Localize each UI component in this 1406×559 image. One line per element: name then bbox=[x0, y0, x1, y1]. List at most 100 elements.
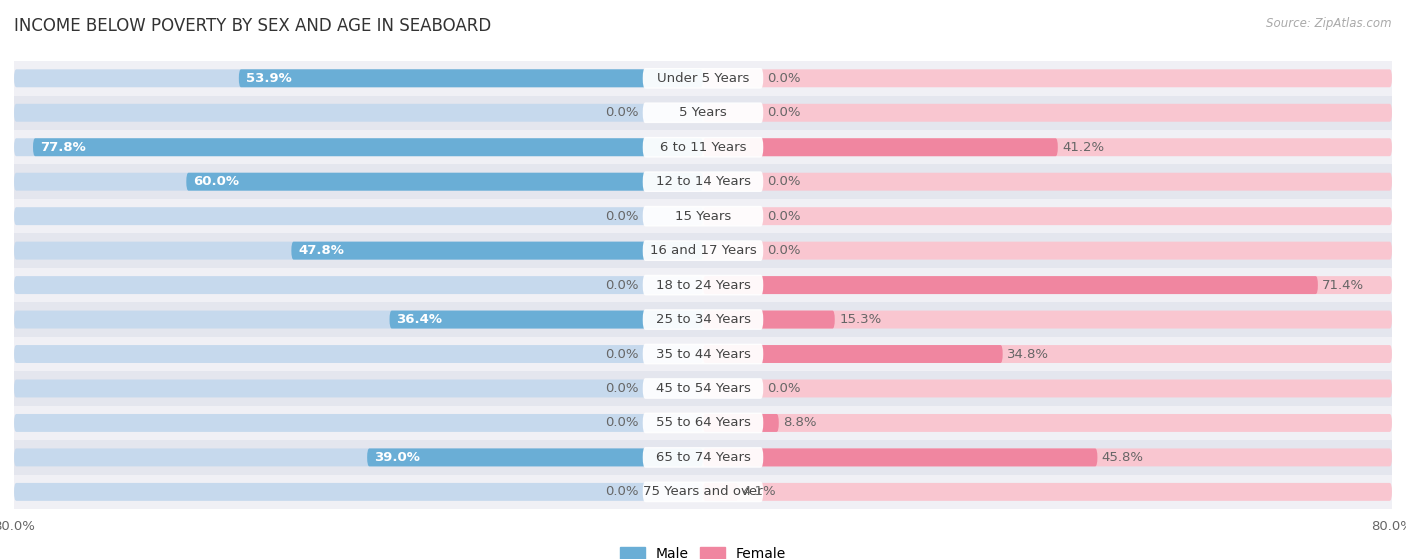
Bar bbox=[14, 164, 1392, 199]
FancyBboxPatch shape bbox=[186, 173, 703, 191]
FancyBboxPatch shape bbox=[703, 138, 1057, 156]
Bar bbox=[14, 406, 1392, 440]
Text: 0.0%: 0.0% bbox=[605, 382, 638, 395]
Text: 47.8%: 47.8% bbox=[298, 244, 344, 257]
Text: 71.4%: 71.4% bbox=[1322, 278, 1364, 292]
FancyBboxPatch shape bbox=[703, 448, 1392, 466]
FancyBboxPatch shape bbox=[239, 69, 703, 87]
Bar bbox=[14, 371, 1392, 406]
Text: 4.1%: 4.1% bbox=[742, 485, 776, 499]
Text: 60.0%: 60.0% bbox=[193, 175, 239, 188]
Text: 6 to 11 Years: 6 to 11 Years bbox=[659, 141, 747, 154]
Bar bbox=[14, 440, 1392, 475]
Bar bbox=[14, 96, 1392, 130]
FancyBboxPatch shape bbox=[14, 448, 703, 466]
FancyBboxPatch shape bbox=[14, 207, 703, 225]
FancyBboxPatch shape bbox=[703, 276, 1317, 294]
FancyBboxPatch shape bbox=[703, 345, 1392, 363]
Text: 41.2%: 41.2% bbox=[1062, 141, 1104, 154]
FancyBboxPatch shape bbox=[643, 240, 763, 261]
FancyBboxPatch shape bbox=[643, 481, 763, 502]
FancyBboxPatch shape bbox=[643, 378, 763, 399]
Text: Under 5 Years: Under 5 Years bbox=[657, 72, 749, 85]
FancyBboxPatch shape bbox=[14, 241, 703, 259]
FancyBboxPatch shape bbox=[643, 137, 763, 158]
FancyBboxPatch shape bbox=[703, 380, 1392, 397]
Text: 0.0%: 0.0% bbox=[768, 175, 801, 188]
FancyBboxPatch shape bbox=[643, 172, 763, 192]
Text: 55 to 64 Years: 55 to 64 Years bbox=[655, 416, 751, 429]
FancyBboxPatch shape bbox=[389, 311, 703, 329]
FancyBboxPatch shape bbox=[703, 311, 835, 329]
Text: 0.0%: 0.0% bbox=[605, 416, 638, 429]
Text: INCOME BELOW POVERTY BY SEX AND AGE IN SEABOARD: INCOME BELOW POVERTY BY SEX AND AGE IN S… bbox=[14, 17, 491, 35]
Bar bbox=[14, 337, 1392, 371]
Text: 34.8%: 34.8% bbox=[1007, 348, 1049, 361]
Text: 0.0%: 0.0% bbox=[768, 210, 801, 222]
Text: 75 Years and over: 75 Years and over bbox=[643, 485, 763, 499]
FancyBboxPatch shape bbox=[703, 241, 1392, 259]
FancyBboxPatch shape bbox=[643, 344, 763, 364]
Text: 12 to 14 Years: 12 to 14 Years bbox=[655, 175, 751, 188]
FancyBboxPatch shape bbox=[703, 448, 1098, 466]
FancyBboxPatch shape bbox=[14, 104, 703, 122]
FancyBboxPatch shape bbox=[14, 414, 703, 432]
Text: 18 to 24 Years: 18 to 24 Years bbox=[655, 278, 751, 292]
Text: 0.0%: 0.0% bbox=[605, 278, 638, 292]
Text: 8.8%: 8.8% bbox=[783, 416, 817, 429]
Text: 39.0%: 39.0% bbox=[374, 451, 420, 464]
FancyBboxPatch shape bbox=[643, 68, 763, 89]
FancyBboxPatch shape bbox=[703, 483, 1392, 501]
Text: 77.8%: 77.8% bbox=[39, 141, 86, 154]
FancyBboxPatch shape bbox=[703, 207, 1392, 225]
Bar bbox=[14, 199, 1392, 234]
FancyBboxPatch shape bbox=[643, 309, 763, 330]
Text: 0.0%: 0.0% bbox=[768, 72, 801, 85]
Text: 16 and 17 Years: 16 and 17 Years bbox=[650, 244, 756, 257]
FancyBboxPatch shape bbox=[643, 206, 763, 226]
Text: Source: ZipAtlas.com: Source: ZipAtlas.com bbox=[1267, 17, 1392, 30]
Bar bbox=[14, 475, 1392, 509]
Text: 65 to 74 Years: 65 to 74 Years bbox=[655, 451, 751, 464]
Text: 15 Years: 15 Years bbox=[675, 210, 731, 222]
FancyBboxPatch shape bbox=[643, 413, 763, 433]
Text: 35 to 44 Years: 35 to 44 Years bbox=[655, 348, 751, 361]
FancyBboxPatch shape bbox=[291, 241, 703, 259]
Text: 0.0%: 0.0% bbox=[768, 106, 801, 119]
FancyBboxPatch shape bbox=[703, 69, 1392, 87]
Bar bbox=[14, 130, 1392, 164]
FancyBboxPatch shape bbox=[703, 345, 1002, 363]
FancyBboxPatch shape bbox=[14, 311, 703, 329]
FancyBboxPatch shape bbox=[14, 69, 703, 87]
Text: 45.8%: 45.8% bbox=[1102, 451, 1143, 464]
Text: 0.0%: 0.0% bbox=[605, 485, 638, 499]
FancyBboxPatch shape bbox=[14, 345, 703, 363]
Text: 0.0%: 0.0% bbox=[605, 210, 638, 222]
FancyBboxPatch shape bbox=[703, 173, 1392, 191]
FancyBboxPatch shape bbox=[643, 102, 763, 123]
FancyBboxPatch shape bbox=[14, 173, 703, 191]
Bar bbox=[14, 302, 1392, 337]
FancyBboxPatch shape bbox=[32, 138, 703, 156]
Text: 45 to 54 Years: 45 to 54 Years bbox=[655, 382, 751, 395]
FancyBboxPatch shape bbox=[14, 276, 703, 294]
FancyBboxPatch shape bbox=[643, 447, 763, 468]
Text: 0.0%: 0.0% bbox=[605, 348, 638, 361]
FancyBboxPatch shape bbox=[703, 414, 1392, 432]
FancyBboxPatch shape bbox=[14, 380, 703, 397]
FancyBboxPatch shape bbox=[14, 483, 703, 501]
Text: 0.0%: 0.0% bbox=[605, 106, 638, 119]
Bar bbox=[14, 268, 1392, 302]
Legend: Male, Female: Male, Female bbox=[614, 542, 792, 559]
Text: 53.9%: 53.9% bbox=[246, 72, 291, 85]
FancyBboxPatch shape bbox=[703, 311, 1392, 329]
Text: 0.0%: 0.0% bbox=[768, 244, 801, 257]
FancyBboxPatch shape bbox=[703, 414, 779, 432]
Text: 36.4%: 36.4% bbox=[396, 313, 443, 326]
Text: 5 Years: 5 Years bbox=[679, 106, 727, 119]
FancyBboxPatch shape bbox=[703, 138, 1392, 156]
FancyBboxPatch shape bbox=[643, 275, 763, 295]
Text: 25 to 34 Years: 25 to 34 Years bbox=[655, 313, 751, 326]
Bar bbox=[14, 234, 1392, 268]
Text: 0.0%: 0.0% bbox=[768, 382, 801, 395]
